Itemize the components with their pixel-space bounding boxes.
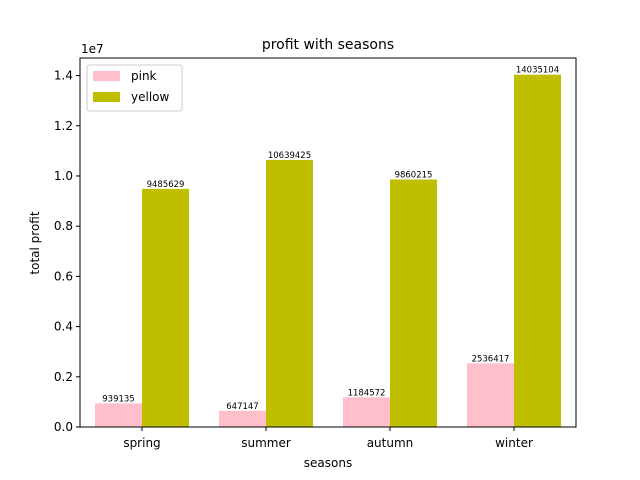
y-tick-label: 1.4 bbox=[54, 69, 73, 83]
chart-title: profit with seasons bbox=[262, 37, 394, 53]
bar-pink-winter bbox=[467, 363, 514, 427]
x-axis-title: seasons bbox=[304, 456, 352, 470]
y-tick-label: 0.2 bbox=[54, 370, 73, 384]
legend-swatch-pink bbox=[93, 71, 120, 81]
legend-swatch-yellow bbox=[93, 92, 120, 102]
bar-yellow-summer bbox=[266, 159, 313, 428]
y-tick-label: 0.8 bbox=[54, 219, 73, 233]
y-tick-label: 0.6 bbox=[54, 269, 73, 283]
bar-pink-summer bbox=[219, 410, 266, 427]
x-tick-label: autumn bbox=[367, 436, 414, 450]
plot-frame bbox=[79, 57, 577, 428]
x-tick-label: summer bbox=[241, 436, 291, 450]
bar-yellow-spring bbox=[142, 188, 189, 427]
bar-value-label: 10639425 bbox=[268, 151, 311, 161]
bar-value-label: 939135 bbox=[102, 394, 134, 404]
bar-value-label: 14035104 bbox=[516, 66, 559, 76]
y-tick-label: 0.0 bbox=[54, 420, 73, 434]
y-axis-multiplier: 1e7 bbox=[81, 42, 104, 56]
bar-value-label: 1184572 bbox=[348, 388, 386, 398]
axes-layer: spring summer autumn winter 0.0 0.2 0.4 0.6 0.8 1… bbox=[54, 57, 577, 450]
legend: pink yellow bbox=[86, 64, 183, 112]
y-tick-label: 1.2 bbox=[54, 119, 73, 133]
y-tick-label: 1.0 bbox=[54, 169, 73, 183]
bar-value-label: 9860215 bbox=[395, 170, 433, 180]
legend-label-yellow: yellow bbox=[131, 90, 169, 104]
bar-labels-layer: 939135 9485629 647147 10639425 1184572 986021… bbox=[102, 66, 559, 412]
bar-yellow-autumn bbox=[390, 179, 437, 427]
y-tick-label: 0.4 bbox=[54, 320, 73, 334]
bar-value-label: 9485629 bbox=[147, 180, 185, 190]
bar-yellow-winter bbox=[514, 74, 561, 427]
legend-label-pink: pink bbox=[131, 69, 157, 83]
bars-layer bbox=[95, 74, 561, 428]
bar-value-label: 2536417 bbox=[472, 354, 510, 364]
y-axis-title: total profit bbox=[28, 211, 42, 274]
bar-pink-spring bbox=[95, 403, 142, 427]
x-tick-label: spring bbox=[123, 436, 160, 450]
bar-value-label: 647147 bbox=[226, 402, 258, 412]
x-tick-label: winter bbox=[495, 436, 533, 450]
bar-pink-autumn bbox=[343, 397, 390, 427]
